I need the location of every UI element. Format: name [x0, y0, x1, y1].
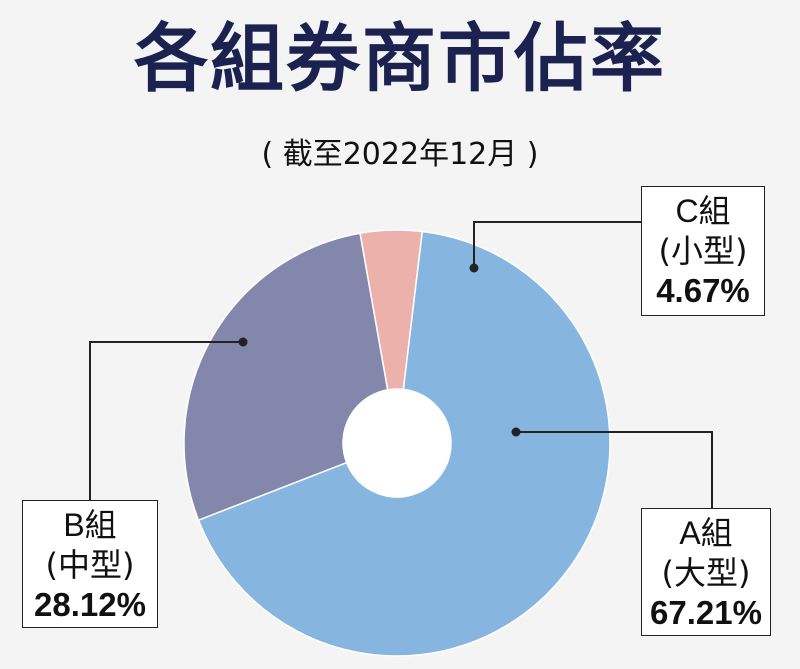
leader-line-b: [89, 341, 243, 500]
donut-hole: [343, 389, 451, 497]
slice-label-b-group: B組: [63, 507, 117, 543]
slice-label-a-value: 67.21%: [650, 594, 762, 631]
label-box-c: C組 (小型) 4.67%: [641, 186, 765, 316]
leader-line-c: [473, 221, 641, 268]
slice-label-c-type: (小型): [658, 232, 748, 270]
leader-dot-b: [238, 337, 248, 347]
leader-dot-c: [469, 263, 479, 273]
slice-label-c-value: 4.67%: [656, 272, 750, 309]
slice-label-a-group: A組: [679, 515, 733, 551]
slice-label-b-value: 28.12%: [34, 586, 146, 623]
slice-label-c-group: C組: [675, 193, 731, 229]
leader-line-a: [516, 431, 713, 510]
label-box-b: B組 (中型) 28.12%: [22, 500, 158, 628]
chart-subtitle: ( 截至2022年12月 ): [261, 137, 539, 172]
label-box-a: A組 (大型) 67.21%: [641, 508, 771, 636]
slice-label-b-type: (中型): [45, 546, 135, 584]
chart-title: 各組券商市佔率: [134, 16, 666, 102]
slice-label-a-type: (大型): [661, 554, 751, 592]
leader-dot-a: [511, 427, 521, 437]
